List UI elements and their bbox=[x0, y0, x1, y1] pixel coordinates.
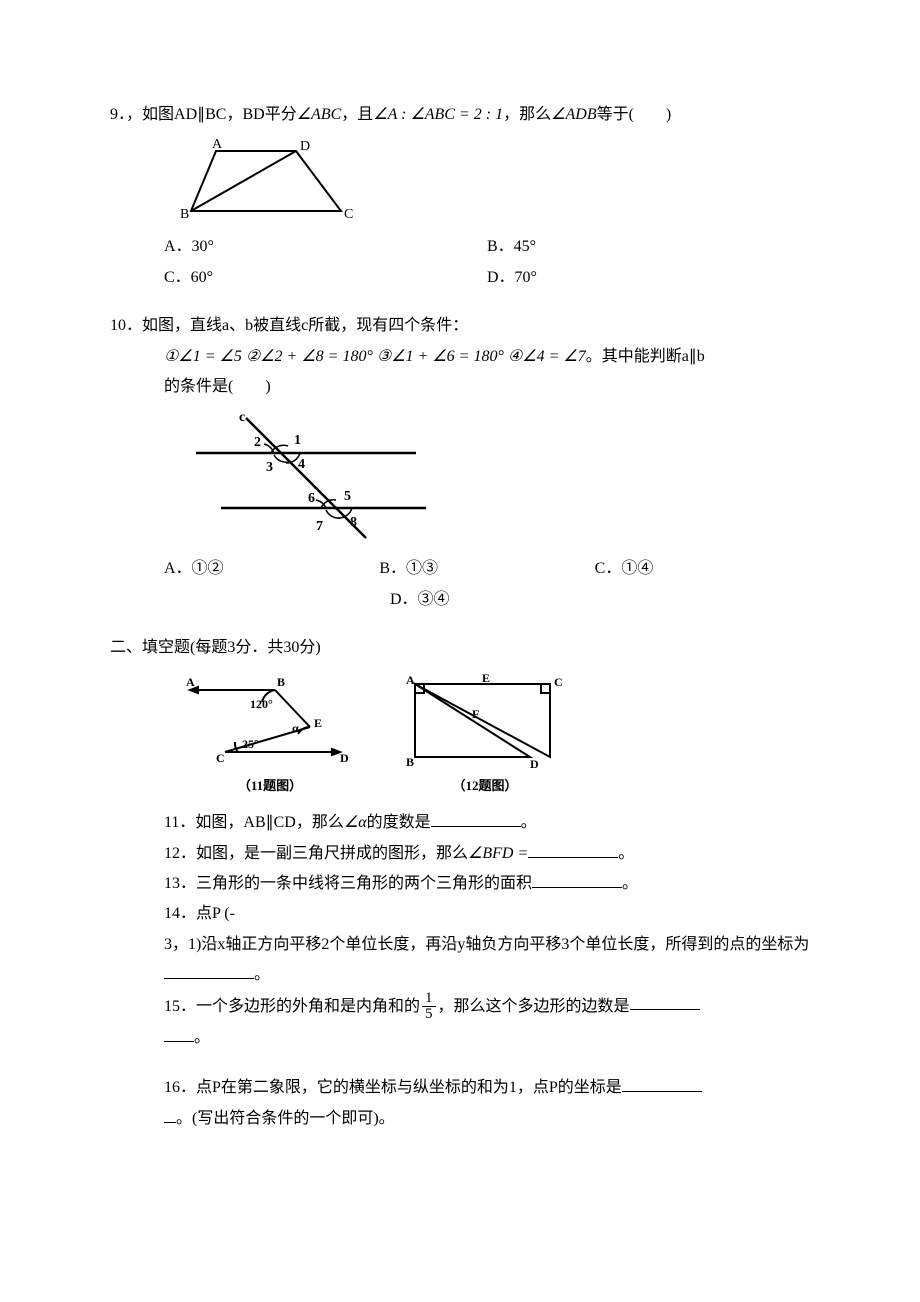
q10-optC: C．①④ bbox=[595, 554, 810, 584]
svg-text:c: c bbox=[239, 410, 245, 425]
q10-optA: A．①② bbox=[164, 554, 379, 584]
q10-optB: B．①③ bbox=[379, 554, 594, 584]
q12-blank[interactable] bbox=[528, 841, 618, 858]
question-11: 11．如图，AB∥CD，那么∠α的度数是 。 bbox=[164, 808, 810, 838]
svg-text:2: 2 bbox=[254, 435, 261, 450]
q10-stem2: 的条件是( ) bbox=[164, 372, 810, 402]
q15-frac: 15 bbox=[422, 991, 436, 1024]
q14-t1: 14．点P (- bbox=[164, 899, 810, 929]
svg-text:D: D bbox=[300, 139, 310, 154]
q16-t2: 。(写出符合条件的一个即可)。 bbox=[176, 1110, 395, 1127]
q9-t3: ，那么 bbox=[503, 106, 551, 123]
svg-text:4: 4 bbox=[298, 457, 305, 472]
q10-opts-row1: A．①② B．①③ C．①④ bbox=[164, 554, 810, 584]
svg-text:F: F bbox=[472, 707, 479, 721]
q15-t2: ，那么这个多边形的边数是 bbox=[438, 997, 630, 1014]
svg-text:D: D bbox=[530, 757, 539, 771]
q9-figure: A D B C bbox=[176, 136, 810, 226]
q16-t1: 16．点P在第二象限，它的横坐标与纵坐标的和为1，点P的坐标是 bbox=[164, 1079, 622, 1096]
q15-t1: 15．一个多边形的外角和是内角和的 bbox=[164, 997, 420, 1014]
svg-text:6: 6 bbox=[308, 491, 315, 506]
question-9: 9．，如图AD∥BC，BD平分∠ABC，且∠A : ∠ABC = 2 : 1，那… bbox=[110, 100, 810, 293]
svg-text:A: A bbox=[186, 675, 195, 689]
q10-stem1: 10．如图，直线a、b被直线c所截，现有四个条件： bbox=[110, 311, 810, 341]
q11-ang: ∠α bbox=[344, 814, 367, 831]
fig12-cap: （12题图） bbox=[400, 774, 570, 799]
q9-angadb: ∠ADB bbox=[551, 106, 596, 123]
fig11: A B C D E 120° 25° α （11题图） bbox=[180, 672, 360, 799]
question-10: 10．如图，直线a、b被直线c所截，现有四个条件： ①∠1 = ∠5 ②∠2 +… bbox=[110, 311, 810, 615]
svg-text:A: A bbox=[212, 137, 223, 152]
q13-t2: 。 bbox=[622, 875, 638, 892]
q16-blank[interactable] bbox=[622, 1075, 702, 1092]
svg-text:7: 7 bbox=[316, 519, 323, 534]
q14-t2: 3，1)沿x轴正方向平移2个单位长度，再沿y轴负方向平移3个单位长度，所得到的点… bbox=[164, 936, 809, 953]
section-2-header: 二、填空题(每题3分．共30分) bbox=[110, 633, 810, 663]
svg-text:5: 5 bbox=[344, 489, 351, 504]
svg-text:C: C bbox=[344, 207, 353, 222]
q10-num: 10． bbox=[110, 317, 142, 334]
svg-text:B: B bbox=[180, 207, 189, 222]
svg-text:E: E bbox=[482, 672, 490, 685]
q14-blank[interactable] bbox=[164, 962, 254, 979]
q15-frac-n: 1 bbox=[422, 991, 436, 1008]
q15-frac-d: 5 bbox=[422, 1007, 436, 1023]
q13-t1: 13．三角形的一条中线将三角形的两个三角形的面积 bbox=[164, 875, 532, 892]
q9-t4: 等于( ) bbox=[597, 106, 672, 123]
q13-blank[interactable] bbox=[532, 871, 622, 888]
q12-t1: 12．如图，是一副三角尺拼成的图形，那么 bbox=[164, 845, 468, 862]
svg-text:8: 8 bbox=[350, 515, 357, 530]
q9-optC: C．60° bbox=[164, 263, 487, 293]
q9-ratio: ∠A : ∠ABC = 2 : 1 bbox=[373, 106, 503, 123]
q9-opts-row1: A．30° B．45° bbox=[164, 232, 810, 262]
q15-blank2[interactable] bbox=[164, 1025, 194, 1042]
question-13: 13．三角形的一条中线将三角形的两个三角形的面积 。 bbox=[164, 869, 810, 899]
svg-text:C: C bbox=[554, 675, 563, 689]
fig12: A E C B D F （12题图） bbox=[400, 672, 570, 799]
question-14: 14．点P (- 3，1)沿x轴正方向平移2个单位长度，再沿y轴负方向平移3个单… bbox=[164, 899, 810, 990]
fig11-cap: （11题图） bbox=[180, 774, 360, 799]
svg-text:C: C bbox=[216, 751, 225, 765]
q10-cond-tail: 。其中能判断a∥b bbox=[586, 348, 705, 365]
svg-text:α: α bbox=[292, 721, 299, 735]
q10-t1: 如图，直线a、b被直线c所截，现有四个条件： bbox=[142, 317, 468, 334]
question-15: 15．一个多边形的外角和是内角和的15，那么这个多边形的边数是 。 bbox=[164, 991, 810, 1054]
svg-text:D: D bbox=[340, 751, 349, 765]
q9-t2: ，且 bbox=[341, 106, 373, 123]
svg-text:1: 1 bbox=[294, 433, 301, 448]
q12-ang: ∠BFD = bbox=[468, 845, 528, 862]
svg-text:3: 3 bbox=[266, 460, 273, 475]
question-16: 16．点P在第二象限，它的横坐标与纵坐标的和为1，点P的坐标是 。(写出符合条件… bbox=[164, 1073, 810, 1134]
q10-optD: D．③④ bbox=[390, 585, 810, 615]
q9-opts-row2: C．60° D．70° bbox=[164, 263, 810, 293]
q9-stem: 9．，如图AD∥BC，BD平分∠ABC，且∠A : ∠ABC = 2 : 1，那… bbox=[110, 100, 810, 130]
q9-optA: A．30° bbox=[164, 232, 487, 262]
q9-angabc: ∠ABC bbox=[297, 106, 342, 123]
svg-text:B: B bbox=[277, 675, 285, 689]
question-12: 12．如图，是一副三角尺拼成的图形，那么∠BFD = 。 bbox=[164, 839, 810, 869]
q15-blank[interactable] bbox=[630, 993, 700, 1010]
svg-text:A: A bbox=[406, 673, 415, 687]
q11-t2: 的度数是 bbox=[367, 814, 431, 831]
fig-row: A B C D E 120° 25° α （11题图） A E C bbox=[180, 672, 810, 799]
svg-text:25°: 25° bbox=[242, 737, 259, 751]
q15-t3: 。 bbox=[194, 1029, 210, 1046]
q9-optB: B．45° bbox=[487, 232, 810, 262]
q11-t3: 。 bbox=[521, 814, 537, 831]
q12-t2: 。 bbox=[618, 845, 634, 862]
q10-cond: ①∠1 = ∠5 ②∠2 + ∠8 = 180° ③∠1 + ∠6 = 180°… bbox=[164, 342, 810, 372]
svg-text:E: E bbox=[314, 716, 322, 730]
q11-t1: 11．如图，AB∥CD，那么 bbox=[164, 814, 344, 831]
svg-text:B: B bbox=[406, 755, 414, 769]
q10-cond-text: ①∠1 = ∠5 ②∠2 + ∠8 = 180° ③∠1 + ∠6 = 180°… bbox=[164, 348, 586, 365]
q10-figure: c 1 2 3 4 5 6 7 8 bbox=[176, 408, 810, 548]
q16-blank2[interactable] bbox=[164, 1106, 176, 1123]
q11-blank[interactable] bbox=[431, 810, 521, 827]
q14-t3: 。 bbox=[254, 966, 270, 983]
q9-t1: ，如图AD∥BC，BD平分 bbox=[126, 106, 297, 123]
q9-num: 9． bbox=[110, 106, 126, 123]
q9-optD: D．70° bbox=[487, 263, 810, 293]
svg-text:120°: 120° bbox=[250, 697, 273, 711]
